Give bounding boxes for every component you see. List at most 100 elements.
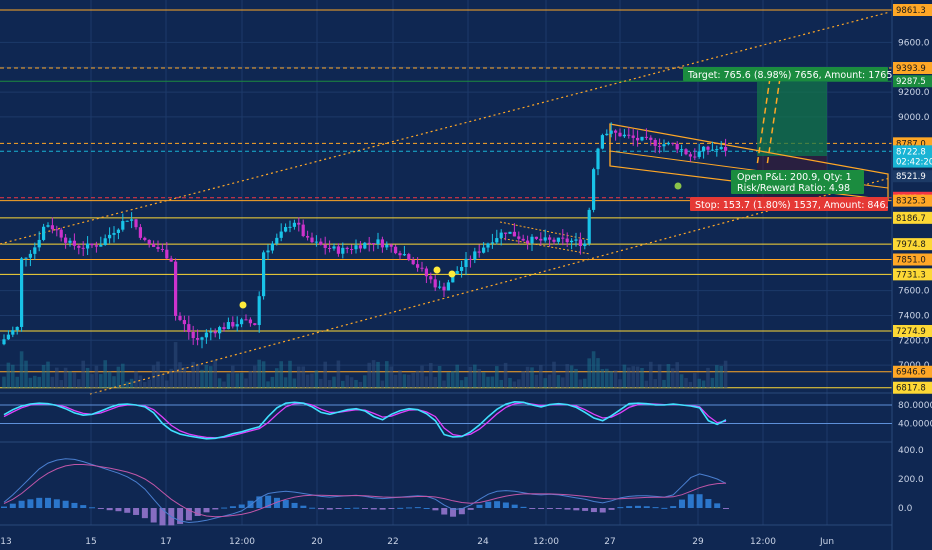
candle-body[interactable]	[363, 242, 367, 249]
candle-body[interactable]	[257, 296, 261, 326]
candle-body[interactable]	[350, 249, 354, 251]
price-label-box[interactable]	[893, 194, 932, 207]
candle-body[interactable]	[253, 323, 257, 326]
candle-body[interactable]	[495, 238, 499, 243]
candle-body[interactable]	[292, 222, 296, 227]
candle-body[interactable]	[442, 286, 446, 291]
candle-body[interactable]	[354, 245, 358, 250]
candle-body[interactable]	[688, 154, 692, 157]
candle-body[interactable]	[178, 315, 182, 321]
price-label-box[interactable]	[893, 75, 932, 88]
candle-body[interactable]	[380, 239, 384, 248]
candle-body[interactable]	[671, 142, 675, 144]
candle-body[interactable]	[301, 224, 305, 237]
candle-body[interactable]	[358, 245, 362, 249]
price-label-box[interactable]	[893, 62, 932, 75]
candle-body[interactable]	[187, 324, 191, 333]
candle-body[interactable]	[561, 237, 565, 239]
time-axis[interactable]: 13 15 17 12:00 20 22 24 12:00 27 29 12:00 Jun	[0, 537, 834, 547]
candle-body[interactable]	[464, 258, 468, 267]
candle-body[interactable]	[499, 232, 503, 239]
candle-body[interactable]	[389, 244, 393, 247]
candle-body[interactable]	[482, 247, 486, 253]
candle-body[interactable]	[116, 229, 120, 233]
price-label-box[interactable]	[893, 268, 932, 281]
candle-body[interactable]	[385, 244, 389, 248]
candle-body[interactable]	[121, 221, 125, 230]
candle-body[interactable]	[235, 324, 239, 327]
candle-body[interactable]	[534, 236, 538, 239]
candle-body[interactable]	[99, 245, 103, 247]
candle-body[interactable]	[640, 136, 644, 141]
macd-pane[interactable]: 400.0 200.0 0.0	[1, 446, 924, 526]
candle-body[interactable]	[719, 146, 723, 150]
candle-body[interactable]	[416, 264, 420, 268]
price-label-box[interactable]	[893, 325, 932, 337]
candle-body[interactable]	[658, 145, 662, 147]
candle-body[interactable]	[231, 322, 235, 327]
candle-body[interactable]	[680, 149, 684, 151]
candle-body[interactable]	[81, 247, 85, 249]
candle-body[interactable]	[504, 232, 508, 234]
candle-body[interactable]	[517, 236, 521, 239]
candle-body[interactable]	[138, 227, 142, 238]
candle-body[interactable]	[24, 257, 28, 259]
candle-body[interactable]	[556, 237, 560, 242]
lower-trend-line[interactable]	[89, 177, 891, 395]
candle-body[interactable]	[552, 239, 556, 242]
candle-body[interactable]	[20, 258, 24, 327]
price-label-box[interactable]	[893, 155, 932, 168]
candle-body[interactable]	[446, 282, 450, 291]
open-pnl-box[interactable]: Open P&L: 200.9, Qty: 1 Risk/Reward Rati…	[731, 170, 864, 194]
candle-body[interactable]	[226, 322, 230, 330]
candle-body[interactable]	[697, 151, 701, 157]
candle-body[interactable]	[407, 254, 411, 260]
candle-body[interactable]	[486, 243, 490, 248]
candle-body[interactable]	[706, 146, 710, 150]
candle-body[interactable]	[592, 169, 596, 210]
candle-body[interactable]	[372, 243, 376, 245]
price-label-box[interactable]	[893, 253, 932, 266]
candle-body[interactable]	[345, 247, 349, 250]
candle-body[interactable]	[460, 266, 464, 271]
candle-body[interactable]	[319, 241, 323, 245]
candle-body[interactable]	[433, 279, 437, 288]
candle-body[interactable]	[64, 237, 68, 243]
candle-body[interactable]	[174, 261, 178, 316]
candle-body[interactable]	[724, 146, 728, 151]
candle-body[interactable]	[284, 227, 288, 232]
candle-body[interactable]	[367, 242, 371, 244]
candle-body[interactable]	[68, 240, 72, 243]
candle-body[interactable]	[609, 130, 613, 134]
candle-body[interactable]	[37, 239, 41, 248]
candle-body[interactable]	[156, 246, 160, 249]
candle-body[interactable]	[103, 238, 107, 246]
candle-body[interactable]	[218, 327, 222, 334]
price-label-box[interactable]	[893, 211, 932, 224]
candle-body[interactable]	[94, 245, 98, 247]
candle-body[interactable]	[72, 240, 76, 246]
candle-body[interactable]	[204, 332, 208, 338]
candle-body[interactable]	[490, 242, 494, 244]
price-label-box[interactable]	[893, 4, 932, 16]
candle-body[interactable]	[521, 238, 525, 241]
candle-body[interactable]	[279, 231, 283, 238]
candle-body[interactable]	[270, 243, 274, 251]
candle-body[interactable]	[477, 251, 481, 253]
candle-body[interactable]	[508, 231, 512, 234]
candle-body[interactable]	[636, 137, 640, 141]
candle-body[interactable]	[213, 331, 217, 334]
candle-body[interactable]	[11, 330, 15, 335]
candle-body[interactable]	[77, 245, 81, 248]
candle-body[interactable]	[693, 156, 697, 158]
candle-body[interactable]	[28, 253, 32, 258]
candle-body[interactable]	[262, 252, 266, 297]
candle-body[interactable]	[90, 243, 94, 246]
candle-body[interactable]	[605, 133, 609, 136]
candle-body[interactable]	[420, 267, 424, 269]
candle-body[interactable]	[468, 258, 472, 260]
candle-body[interactable]	[6, 334, 10, 340]
candle-body[interactable]	[411, 259, 415, 265]
candle-body[interactable]	[209, 331, 213, 333]
